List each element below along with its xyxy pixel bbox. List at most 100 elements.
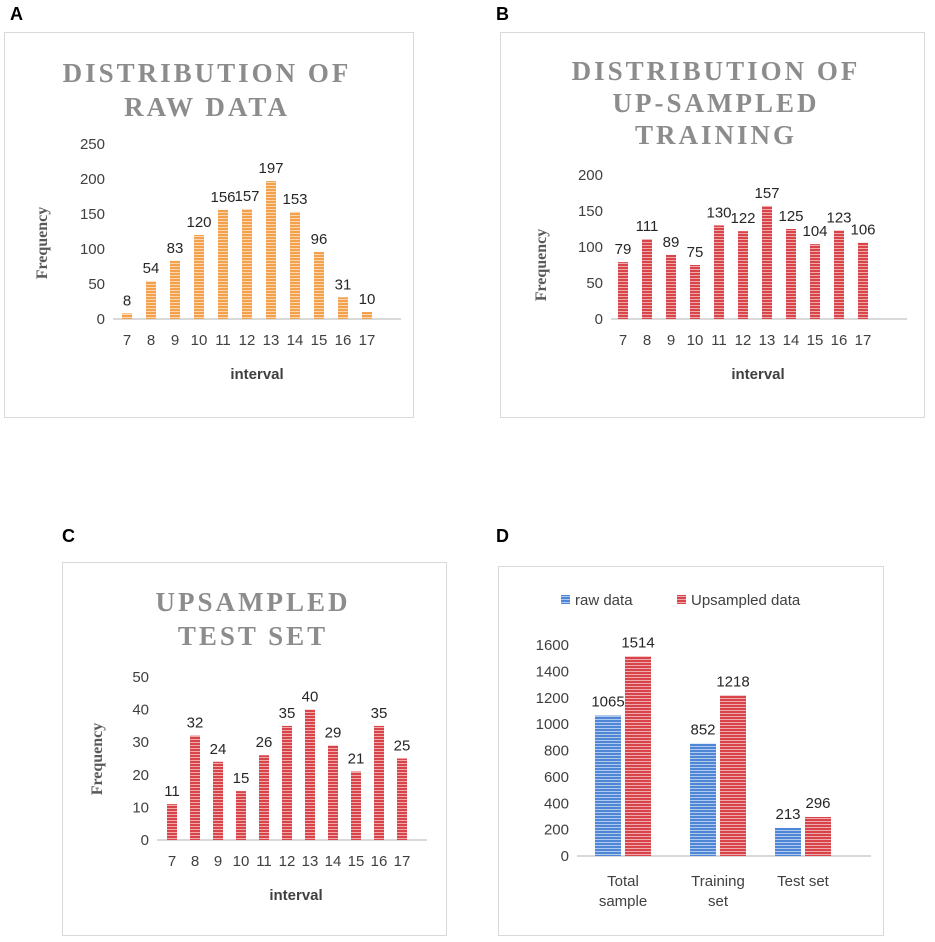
chart-b-xtick-label: 13 [759,332,776,349]
chart-b-data-label: 106 [850,222,875,239]
chart-c-bar [282,725,292,840]
chart-a-title-line: DISTRIBUTION OF [63,58,352,88]
panel-letter-d: D [496,526,509,546]
chart-b-data-label: 157 [754,185,779,202]
chart-b-bar [738,231,748,319]
chart-b-data-label: 122 [730,210,755,227]
chart-c-ytick-label: 30 [132,734,149,751]
chart-c-xtick-label: 7 [168,853,176,870]
chart-b-data-label: 123 [826,209,851,226]
chart-a-data-label: 83 [167,240,184,257]
chart-d-ytick-label: 1400 [536,663,569,680]
chart-a-xtick-label: 14 [287,332,304,349]
chart-a-bar [338,297,348,319]
chart-b-xtick-label: 8 [643,332,651,349]
chart-c-data-label: 35 [279,705,296,722]
chart-a-data-label: 197 [258,160,283,177]
chart-d-bar [805,816,831,856]
chart-a-xtick-label: 13 [263,332,280,349]
chart-c-xtick-label: 8 [191,853,199,870]
chart-a-bar [242,209,252,319]
chart-c-data-label: 25 [394,738,411,755]
chart-d-xtick-label: set [708,893,729,910]
chart-a-bar [218,209,228,319]
chart-b-data-label: 89 [663,234,680,251]
chart-c-data-label: 11 [164,783,180,800]
chart-a-bar [362,312,372,319]
chart-d-legend-label: raw data [575,592,633,609]
chart-c-bar [167,804,177,840]
chart-c-y-axis-title: Frequency [89,723,106,796]
chart-b-xtick-label: 14 [783,332,800,349]
chart-c-bar [328,745,338,840]
chart-d-xtick-label: sample [599,893,647,910]
chart-b-bar [690,265,700,319]
chart-c-xtick-label: 13 [302,853,319,870]
chart-d-bar [720,695,746,856]
chart-a-data-label: 157 [234,188,259,205]
chart-c-bar [213,761,223,840]
chart-a-bar [290,211,300,319]
chart-d-data-label: 1065 [591,694,624,711]
chart-b-bar [786,229,796,319]
chart-a-ytick-label: 200 [80,171,105,188]
chart-d-bar [595,715,621,856]
chart-c-svg: UPSAMPLED TEST SET 0 10 20 30 40 50 11 7 32 8 24 9 15 1… [89,587,427,904]
chart-a-ytick-label: 0 [97,311,105,328]
chart-a-xtick-label: 17 [359,332,376,349]
chart-c-xtick-label: 11 [256,853,272,870]
chart-c-bar [305,709,315,840]
chart-c-title-line: UPSAMPLED [156,587,351,617]
chart-a-data-label: 54 [143,260,160,277]
chart-c-xtick-label: 14 [325,853,342,870]
chart-d-legend-swatch [561,595,570,604]
chart-b-bar [858,242,868,319]
panel-letter-b: B [496,4,509,24]
chart-b-data-label: 79 [615,241,632,258]
chart-c-data-label: 32 [187,715,204,732]
chart-b-data-label: 104 [802,223,827,240]
chart-c-bar [236,791,246,840]
chart-c-data-label: 40 [302,689,319,706]
chart-a-ytick-label: 50 [88,276,105,293]
chart-panel-c: UPSAMPLED TEST SET 0 10 20 30 40 50 11 7 32 8 24 9 15 1… [62,562,447,936]
chart-b-xtick-label: 16 [831,332,848,349]
chart-a-bar [314,251,324,319]
chart-c-bar [397,758,407,840]
chart-b-bar [714,225,724,319]
chart-a-data-label: 156 [210,189,235,206]
chart-d-ytick-label: 1200 [536,690,569,707]
chart-d-xtick-label: Total [607,873,639,890]
chart-b-bar [834,230,844,319]
chart-d-bar [775,827,801,856]
chart-b-xtick-label: 17 [855,332,872,349]
chart-d-xtick-label: Training [691,873,745,890]
chart-d-legend-swatch [677,595,686,604]
chart-a-data-label: 8 [123,292,131,309]
chart-b-bar [618,262,628,319]
chart-b-data-label: 75 [687,244,704,261]
chart-c-data-label: 35 [371,705,388,722]
chart-d-ytick-label: 400 [544,795,569,812]
chart-a-data-label: 120 [186,214,211,231]
chart-b-xtick-label: 11 [711,332,727,349]
chart-d-ytick-label: 800 [544,743,569,760]
chart-d-legend-label: Upsampled data [691,592,801,609]
chart-b-xtick-label: 7 [619,332,627,349]
chart-c-ytick-label: 10 [132,799,149,816]
chart-a-xtick-label: 8 [147,332,155,349]
panel-letter-a: A [10,4,23,24]
chart-b-y-axis-title: Frequency [533,229,550,302]
chart-a-bar [146,281,156,319]
chart-a-ytick-label: 150 [80,206,105,223]
chart-a-bar [170,260,180,319]
chart-c-data-label: 24 [210,741,227,758]
chart-b-title-line: UP-SAMPLED [613,88,820,118]
chart-c-xtick-label: 12 [279,853,296,870]
chart-b-data-label: 111 [636,218,659,235]
chart-b-bar [762,205,772,319]
chart-b-ytick-label: 150 [578,203,603,220]
chart-b-ytick-label: 0 [595,311,603,328]
